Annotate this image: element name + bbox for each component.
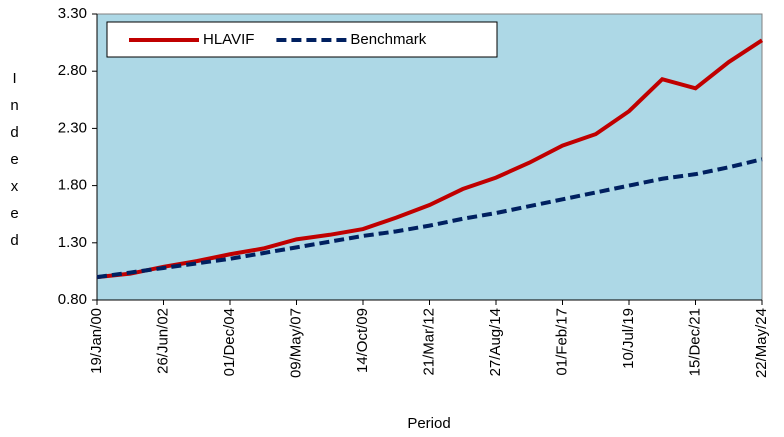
x-tick-label: 01/Feb/17 bbox=[553, 308, 570, 376]
x-tick-label: 09/May/07 bbox=[287, 308, 304, 378]
x-tick-label: 22/May/24 bbox=[753, 308, 770, 378]
y-tick-label: 2.30 bbox=[58, 119, 87, 136]
y-tick-label: 0.80 bbox=[58, 291, 87, 308]
y-axis-label: Indexed bbox=[6, 70, 23, 259]
x-tick-label: 19/Jan/00 bbox=[88, 308, 105, 374]
x-tick-label: 01/Dec/04 bbox=[221, 308, 238, 376]
y-tick-label: 3.30 bbox=[58, 5, 87, 22]
x-tick-label: 27/Aug/14 bbox=[487, 308, 504, 376]
x-tick-label: 26/Jun/02 bbox=[154, 308, 171, 374]
y-tick-label: 1.80 bbox=[58, 177, 87, 194]
legend-label: HLAVIF bbox=[203, 31, 254, 48]
y-tick-label: 2.80 bbox=[58, 62, 87, 79]
plot-area bbox=[96, 13, 763, 301]
series-line bbox=[96, 38, 764, 280]
x-tick-label: 21/Mar/12 bbox=[420, 308, 437, 376]
series-line bbox=[96, 157, 763, 280]
legend-label: Benchmark bbox=[350, 31, 426, 48]
x-tick-label: 15/Dec/21 bbox=[686, 308, 703, 376]
x-tick-label: 10/Jul/19 bbox=[620, 308, 637, 369]
y-tick-label: 1.30 bbox=[58, 234, 87, 251]
x-axis-label: Period bbox=[407, 415, 450, 432]
x-tick-label: 14/Oct/09 bbox=[354, 308, 371, 373]
